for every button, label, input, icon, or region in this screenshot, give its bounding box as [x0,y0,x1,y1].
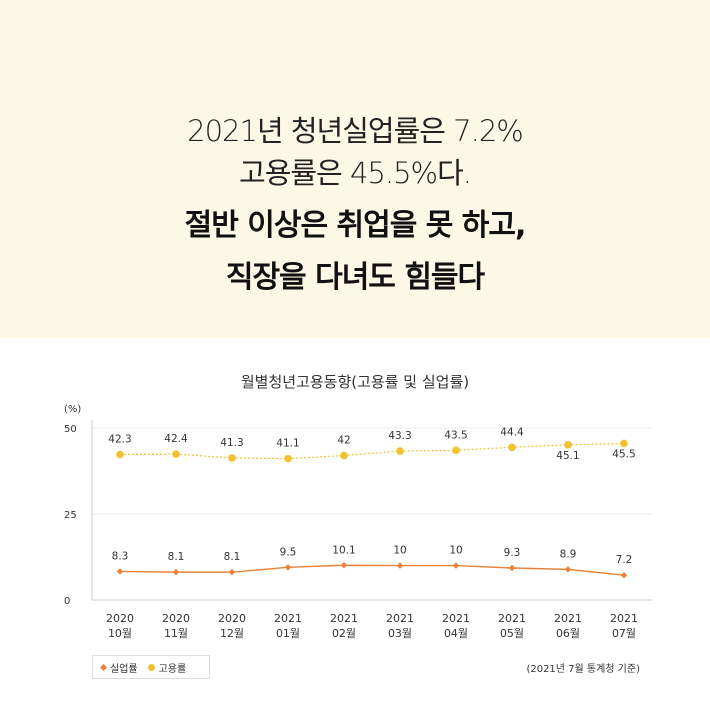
data-point-diamond [172,568,180,576]
data-point-diamond [284,564,292,571]
x-tick-month: 04월 [444,627,468,640]
data-point-diamond [340,562,348,569]
data-point-circle [228,454,236,462]
x-tick-year: 2021 [610,612,638,625]
headline-line-1: 2021년 청년실업률은 7.2% [187,114,524,148]
source-note: (2021년 7월 통계청 기준) [526,664,640,675]
y-tick-label: 50 [64,424,77,435]
data-point-circle [284,454,292,463]
data-point-circle [172,450,180,458]
x-tick-month: 07월 [612,627,636,640]
data-point-diamond [116,568,124,575]
x-tick-month: 06월 [556,627,580,640]
data-label: 41.1 [276,438,299,450]
x-tick-month: 01월 [276,627,300,640]
legend-label-unemployment: 실업률 [110,663,138,675]
data-label: 10 [449,545,462,557]
data-point-diamond [508,564,516,572]
y-axis-unit: (%) [64,404,81,415]
data-label: 44.4 [500,426,524,438]
data-point-circle [452,446,460,455]
data-point-circle [340,451,348,460]
data-label: 9.3 [504,547,521,559]
data-label: 45.5 [612,448,635,460]
x-tick-year: 2021 [442,612,470,625]
series-line-0 [119,564,625,576]
x-tick-month: 10월 [108,627,132,640]
x-tick-year: 2021 [554,612,582,625]
headline-line-3: 절반 이상은 취업을 못 하고, [184,208,527,243]
headline-line-4: 직장을 다녀도 힘들다 [225,260,485,295]
data-label: 8.9 [560,548,577,560]
data-label: 10.1 [332,544,355,556]
x-tick-month: 02월 [332,627,356,640]
y-tick-label: 0 [64,596,70,607]
x-tick-month: 05월 [500,627,524,640]
headline-banner: 2021년 청년실업률은 7.2% 고용률은 45.5%다. 절반 이상은 취업… [0,0,710,338]
data-label: 41.3 [220,437,243,449]
data-label: 8.1 [224,551,241,563]
data-point-circle [620,439,628,448]
series-line-1 [119,442,625,460]
data-point-diamond [452,562,460,569]
x-tick-year: 2020 [162,612,190,625]
x-tick-year: 2020 [218,612,246,625]
data-point-diamond [564,566,572,573]
y-tick-label: 25 [64,510,77,521]
x-tick-month: 11월 [164,627,188,640]
chart-legend: 실업률 고용률 [92,655,210,679]
diamond-marker-icon [99,663,108,671]
data-label: 42.3 [108,433,131,445]
x-tick-year: 2021 [498,612,526,625]
data-label: 45.1 [556,450,579,462]
data-label: 9.5 [280,546,297,558]
headline-line-2: 고용률은 45.5%다. [239,156,472,190]
circle-marker-icon [147,663,155,671]
legend-item-unemployment: 실업률 [99,660,138,675]
data-label: 8.3 [112,550,129,562]
data-point-circle [396,447,404,455]
chart-title: 월별청년고용동향(고용률 및 실업률) [241,373,469,391]
chart-panel [0,338,710,710]
data-label: 10 [393,545,406,557]
x-tick-year: 2021 [386,612,414,625]
x-tick-year: 2021 [274,612,302,625]
x-tick-month: 12월 [220,627,244,640]
data-label: 43.5 [444,429,467,441]
data-point-diamond [396,562,404,569]
data-point-circle [116,450,124,459]
data-label: 42 [337,435,350,447]
data-label: 8.1 [168,551,185,563]
legend-item-employment: 고용률 [147,660,187,675]
data-point-circle [508,443,516,452]
data-label: 43.3 [388,430,411,442]
data-label: 42.4 [164,433,188,445]
x-tick-year: 2020 [106,612,134,625]
legend-label-employment: 고용률 [158,663,187,675]
data-label: 7.2 [616,554,633,566]
data-point-diamond [620,572,628,579]
data-point-diamond [228,568,236,576]
x-tick-month: 03월 [388,627,412,640]
x-tick-year: 2021 [330,612,358,625]
data-point-circle [564,441,572,449]
